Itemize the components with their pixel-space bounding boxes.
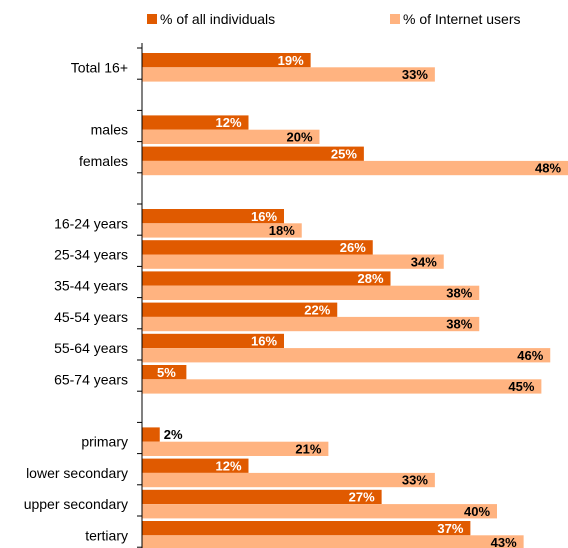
bar-all-individuals-35-44-years [142,271,391,286]
bar-all-individuals-55-64-years [142,333,284,349]
category-label-primary: primary [81,434,128,450]
bar-internet-users-35-44-years [142,285,480,300]
legend-item-internet-users: % of Internet users [390,11,521,27]
value-label-all-individuals-35-44-years: 28% [357,271,383,286]
bar-internet-users-45-54-years [142,316,480,332]
value-label-internet-users-tertiary: 43% [491,535,517,548]
bar-all-individuals-65-74-years [142,365,187,380]
bar-all-individuals-females [142,146,364,161]
value-label-internet-users-45-54-years: 38% [446,317,472,332]
bar-internet-users-16-24-years [142,223,302,238]
value-label-internet-users-upper-secondary: 40% [464,504,490,519]
bar-internet-users-primary [142,441,329,456]
value-label-all-individuals-55-64-years: 16% [251,334,277,349]
bar-all-individuals-lower-secondary [142,458,249,473]
value-label-all-individuals-males: 12% [215,115,241,130]
value-label-internet-users-lower-secondary: 33% [402,473,428,488]
value-label-internet-users-16-24-years: 18% [269,223,295,238]
value-label-internet-users-females: 48% [535,161,561,176]
category-label-55-64-years: 55-64 years [54,340,128,356]
value-label-all-individuals-45-54-years: 22% [304,302,330,317]
category-label-16-24-years: 16-24 years [54,215,128,231]
value-label-internet-users-25-34-years: 34% [411,254,437,269]
value-label-internet-users-55-64-years: 46% [517,348,543,363]
bar-internet-users-upper-secondary [142,504,497,519]
category-label-45-54-years: 45-54 years [54,309,128,325]
bar-internet-users-tertiary [142,535,524,548]
bar-all-individuals-16-24-years [142,209,284,224]
bar-internet-users-65-74-years [142,379,542,394]
value-label-internet-users-males: 20% [286,130,312,145]
bar-all-individuals-45-54-years [142,302,338,317]
value-label-all-individuals-tertiary: 37% [437,521,463,536]
legend-swatch-all-individuals [147,14,157,24]
value-label-all-individuals-total-16: 19% [278,53,304,68]
bar-internet-users-females [142,160,568,176]
bar-all-individuals-upper-secondary [142,489,382,505]
category-label-tertiary: tertiary [85,527,128,543]
value-label-internet-users-65-74-years: 45% [508,379,534,394]
bar-internet-users-lower-secondary [142,472,435,488]
category-label-females: females [79,153,128,169]
legend-item-all-individuals: % of all individuals [147,11,275,27]
bar-all-individuals-males [142,115,249,130]
legend-label-all-individuals: % of all individuals [160,11,276,27]
bar-internet-users-25-34-years [142,254,444,269]
bar-all-individuals-primary [142,427,160,442]
value-label-internet-users-primary: 21% [295,442,321,457]
value-label-all-individuals-65-74-years: 5% [157,365,176,380]
value-label-all-individuals-primary: 2% [164,427,183,442]
legend-label-internet-users: % of Internet users [403,11,521,27]
category-label-upper-secondary: upper secondary [24,496,128,512]
bar-all-individuals-25-34-years [142,240,373,255]
value-label-all-individuals-25-34-years: 26% [340,240,366,255]
bar-internet-users-total-16 [142,67,435,82]
category-label-35-44-years: 35-44 years [54,278,128,294]
legend-swatch-internet-users [390,14,400,24]
value-label-all-individuals-16-24-years: 16% [251,209,277,224]
bar-all-individuals-tertiary [142,521,471,536]
value-label-all-individuals-lower-secondary: 12% [215,458,241,473]
category-label-males: males [91,122,128,138]
value-label-all-individuals-upper-secondary: 27% [349,490,375,505]
value-label-internet-users-35-44-years: 38% [446,286,472,301]
bar-all-individuals-total-16 [142,53,311,68]
bar-internet-users-males [142,129,320,144]
category-label-65-74-years: 65-74 years [54,371,128,387]
bar-internet-users-55-64-years [142,348,551,363]
value-label-internet-users-total-16: 33% [402,67,428,82]
category-label-total-16: Total 16+ [71,59,128,75]
category-label-25-34-years: 25-34 years [54,247,128,263]
value-label-all-individuals-females: 25% [331,146,357,161]
category-label-lower-secondary: lower secondary [26,465,128,481]
